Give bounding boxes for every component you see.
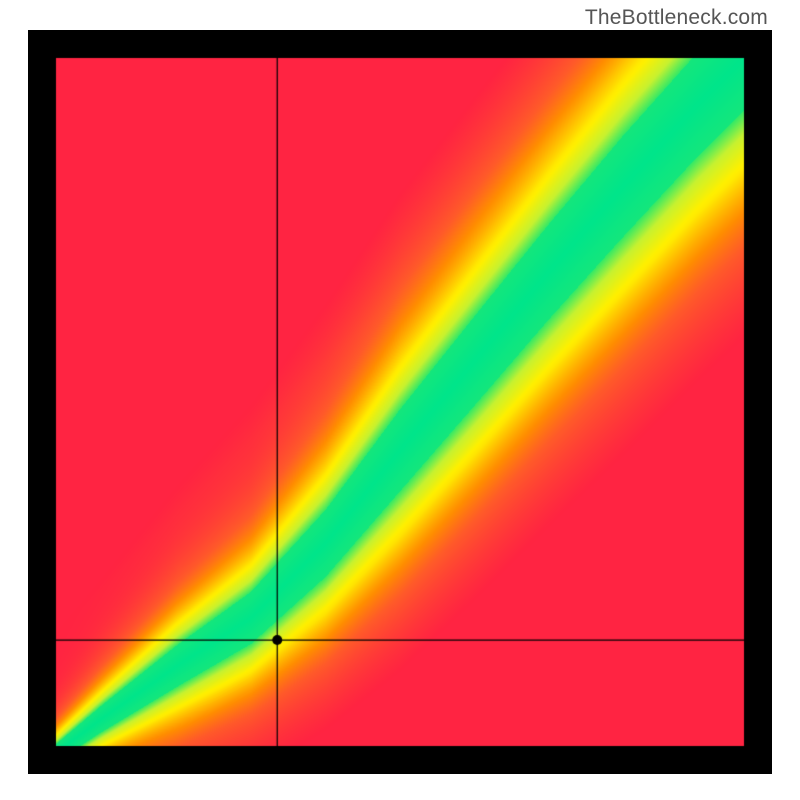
chart-container: TheBottleneck.com <box>0 0 800 800</box>
watermark-text: TheBottleneck.com <box>585 6 768 30</box>
bottleneck-heatmap <box>28 30 772 774</box>
